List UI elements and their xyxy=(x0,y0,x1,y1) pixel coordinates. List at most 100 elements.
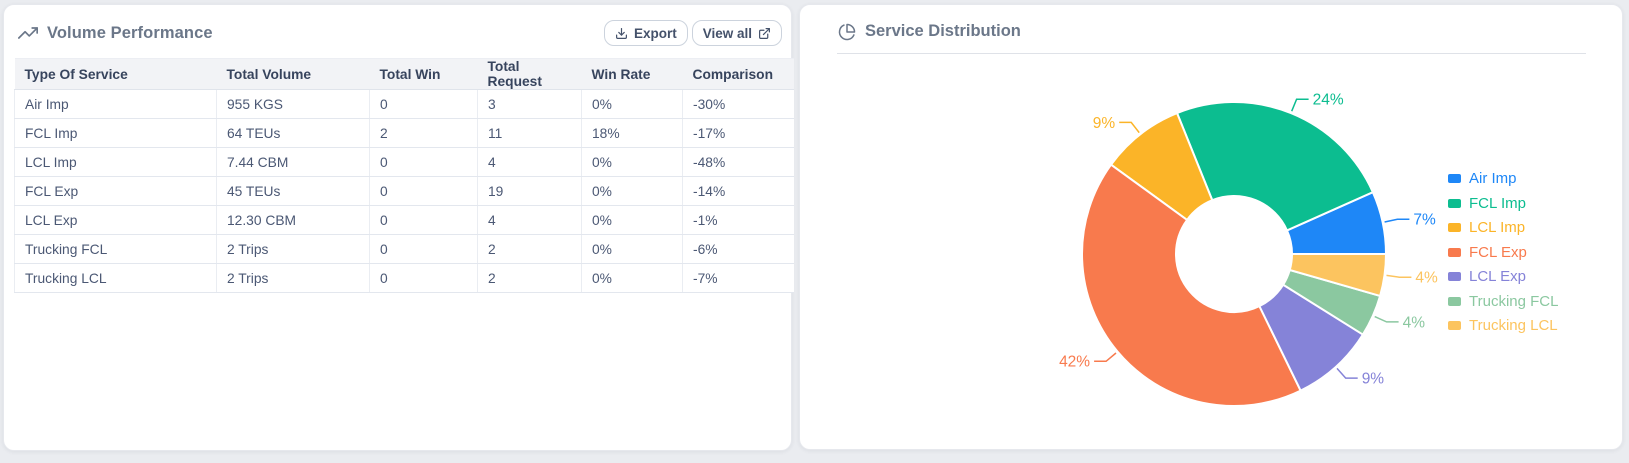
table-cell: -17% xyxy=(682,118,794,148)
volume-card-actions: Export View all xyxy=(603,20,782,46)
table-cell: 0% xyxy=(581,205,683,235)
download-icon xyxy=(615,27,627,39)
label-leader-line xyxy=(1291,98,1309,112)
legend-swatch xyxy=(1448,272,1461,282)
table-row: FCL Exp 45 TEUs 0 19 0% -14% xyxy=(14,176,794,206)
export-button-label: Export xyxy=(633,25,677,41)
table-cell: Air Imp xyxy=(14,89,217,119)
volume-card-header: Volume Performance Export View all xyxy=(4,5,791,58)
table-cell: 0 xyxy=(369,89,478,119)
slice-percent-label: 4% xyxy=(1415,270,1438,287)
label-leader-line xyxy=(1386,274,1412,278)
legend-label: LCL Exp xyxy=(1469,268,1526,286)
table-row: Trucking LCL 2 Trips 0 2 0% -7% xyxy=(14,263,794,293)
volume-performance-card: Volume Performance Export View all xyxy=(3,4,794,451)
column-header: Comparison xyxy=(682,58,794,90)
table-cell: 0 xyxy=(369,263,478,293)
legend-swatch xyxy=(1448,247,1461,257)
legend-swatch xyxy=(1448,198,1461,208)
table-cell: -7% xyxy=(682,263,794,293)
service-distribution-card: Service Distribution 7% 24% 9% 42% 9% 4% 4% Ai… xyxy=(799,4,1623,450)
table-cell: 0% xyxy=(581,89,683,119)
table-cell: 2 Trips xyxy=(216,263,370,293)
label-leader-line xyxy=(1336,367,1358,379)
export-button[interactable]: Export xyxy=(603,20,688,46)
table-cell: FCL Imp xyxy=(14,118,217,148)
volume-card-title: Volume Performance xyxy=(18,23,213,43)
legend-label: Trucking LCL xyxy=(1469,317,1558,335)
pie-chart-icon xyxy=(838,23,856,40)
table-cell: 0% xyxy=(581,176,683,206)
trending-up-icon xyxy=(18,27,38,39)
legend-item-fcl-exp[interactable]: FCL Exp xyxy=(1448,245,1558,261)
column-header: Total Request xyxy=(477,58,582,90)
table-header-row: Type Of Service Total Volume Total Win Tota… xyxy=(14,58,794,90)
table-cell: 4 xyxy=(477,147,582,177)
table-cell: 19 xyxy=(477,176,582,206)
table-cell: 0% xyxy=(581,234,683,264)
external-link-icon xyxy=(759,27,770,39)
table-cell: 11 xyxy=(477,118,582,148)
label-leader-line xyxy=(1119,121,1140,134)
legend-item-trucking-fcl[interactable]: Trucking FCL xyxy=(1448,294,1558,310)
table-cell: 4 xyxy=(477,205,582,235)
slice-percent-label: 9% xyxy=(1093,115,1116,132)
table-cell: -1% xyxy=(682,205,794,235)
table-cell: 2 xyxy=(477,263,582,293)
legend-swatch xyxy=(1448,174,1461,184)
table-cell: 64 TEUs xyxy=(216,118,370,148)
donut-slice-trucking-lcl[interactable] xyxy=(1288,253,1388,298)
legend-swatch xyxy=(1448,223,1461,233)
slice-percent-label: 7% xyxy=(1413,212,1436,229)
view-all-button[interactable]: View all xyxy=(691,20,782,46)
legend-label: FCL Imp xyxy=(1469,194,1526,212)
table-cell: 3 xyxy=(477,89,582,119)
legend-item-trucking-lcl[interactable]: Trucking LCL xyxy=(1448,318,1558,334)
donut-slice-fcl-exp[interactable] xyxy=(1081,163,1302,407)
label-leader-line xyxy=(1374,315,1399,323)
table-cell: 0 xyxy=(369,176,478,206)
table-cell: -14% xyxy=(682,176,794,206)
legend-item-air-imp[interactable]: Air Imp xyxy=(1448,171,1558,187)
table-cell: 12.30 CBM xyxy=(216,205,370,235)
legend-item-fcl-imp[interactable]: FCL Imp xyxy=(1448,196,1558,212)
table-cell: 2 Trips xyxy=(216,234,370,264)
table-cell: 0 xyxy=(369,147,478,177)
table-cell: Trucking LCL xyxy=(14,263,217,293)
legend-item-lcl-imp[interactable]: LCL Imp xyxy=(1448,220,1558,236)
slice-percent-label: 9% xyxy=(1362,371,1385,388)
legend-item-lcl-exp[interactable]: LCL Exp xyxy=(1448,269,1558,285)
table-cell: 2 xyxy=(477,234,582,264)
table-cell: LCL Imp xyxy=(14,147,217,177)
table-cell: LCL Exp xyxy=(14,205,217,235)
column-header: Type Of Service xyxy=(14,58,217,90)
distribution-card-title-text: Service Distribution xyxy=(865,22,1021,40)
slice-percent-label: 4% xyxy=(1403,314,1426,331)
column-header: Win Rate xyxy=(581,58,683,90)
volume-table: Type Of Service Total Volume Total Win Tota… xyxy=(14,58,794,293)
table-row: Trucking FCL 2 Trips 0 2 0% -6% xyxy=(14,234,794,264)
label-leader-line xyxy=(1094,352,1117,363)
table-cell: 955 KGS xyxy=(216,89,370,119)
table-cell: 7.44 CBM xyxy=(216,147,370,177)
table-cell: 0 xyxy=(369,234,478,264)
table-row: FCL Imp 64 TEUs 2 11 18% -17% xyxy=(14,118,794,148)
table-cell: 0% xyxy=(581,147,683,177)
table-cell: -30% xyxy=(682,89,794,119)
view-all-button-label: View all xyxy=(702,25,752,41)
table-cell: -48% xyxy=(682,147,794,177)
legend-swatch xyxy=(1448,296,1461,306)
table-row: LCL Exp 12.30 CBM 0 4 0% -1% xyxy=(14,205,794,235)
slice-percent-label: 24% xyxy=(1313,92,1344,109)
legend-label: LCL Imp xyxy=(1469,219,1526,237)
legend-label: Air Imp xyxy=(1469,170,1517,188)
table-cell: 0% xyxy=(581,263,683,293)
header-divider xyxy=(837,53,1586,54)
table-cell: FCL Exp xyxy=(14,176,217,206)
legend-swatch xyxy=(1448,321,1461,331)
table-cell: Trucking FCL xyxy=(14,234,217,264)
column-header: Total Win xyxy=(369,58,478,90)
donut-slice-fcl-imp[interactable] xyxy=(1175,101,1375,232)
table-cell: -6% xyxy=(682,234,794,264)
distribution-card-title: Service Distribution xyxy=(800,5,1622,41)
